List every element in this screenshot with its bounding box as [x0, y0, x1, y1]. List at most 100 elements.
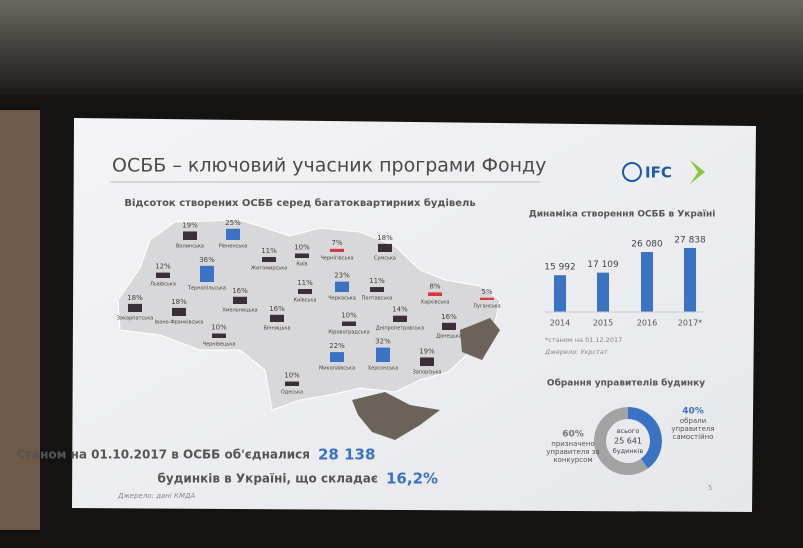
- bar-label: 17 109: [587, 260, 619, 270]
- region-name: Рівненська: [219, 244, 248, 250]
- region-name: Івано-Франківська: [155, 320, 204, 326]
- region-name: Чернівецька: [203, 342, 236, 348]
- region-value: 25%: [225, 219, 241, 227]
- region-name: Миколаївська: [319, 366, 355, 372]
- region-name: Житомирська: [251, 266, 288, 272]
- region-value: 36%: [199, 256, 215, 264]
- region-marker: [128, 304, 142, 312]
- region-value: 14%: [392, 306, 408, 314]
- region-name: Херсонська: [368, 366, 399, 372]
- region-marker: [212, 334, 226, 339]
- region-marker: [285, 382, 299, 387]
- map-title: Відсоток створених ОСББ серед багатоквар…: [124, 197, 475, 209]
- region-marker: [200, 266, 214, 282]
- region-name: Одеська: [281, 390, 303, 396]
- bar: [597, 273, 609, 312]
- region-value: 11%: [297, 279, 313, 287]
- region-marker: [393, 316, 407, 322]
- chart-title: Динаміка створення ОСББ в Україні: [529, 209, 716, 220]
- region-value: 11%: [261, 247, 277, 255]
- region-marker: [442, 323, 456, 330]
- donut-center: всього: [617, 427, 640, 435]
- region-name: Вінницька: [263, 326, 290, 332]
- region-name: Київська: [294, 298, 317, 304]
- region-marker: [376, 348, 390, 362]
- slice-category: обрали управителя самостійно: [661, 417, 725, 457]
- footnote: *станом на 01.12.2017: [545, 336, 622, 344]
- region-name: Волинська: [176, 244, 204, 250]
- x-tick-label: 2016: [637, 319, 657, 328]
- chart-title: Обрання управителів будинку: [547, 378, 705, 389]
- region-name: Кіровоградська: [328, 330, 369, 336]
- bar-label: 15 992: [544, 263, 576, 273]
- ceiling: [0, 0, 803, 95]
- region-name: Тернопільська: [187, 286, 226, 292]
- logo: IFC: [645, 164, 672, 182]
- statement-text: будинків в Україні, що складає: [158, 472, 378, 486]
- slice-category-text: обрали управителя самостійно: [661, 417, 725, 441]
- region-marker: [420, 357, 434, 366]
- region-name: Харківська: [421, 300, 450, 306]
- region-marker: [183, 231, 197, 240]
- slice-label: 40%: [682, 407, 704, 417]
- statement-number: 16,2%: [386, 470, 438, 488]
- region-value: 10%: [294, 244, 310, 252]
- region-value: 18%: [127, 294, 143, 302]
- region-marker: [262, 257, 276, 262]
- region-name: Сумська: [374, 256, 396, 262]
- donut-center: 25 641: [614, 437, 642, 446]
- page: { "slide": {"title": "ОСББ – ключовий уч…: [0, 0, 803, 548]
- x-tick-label: 2017*: [678, 319, 702, 328]
- slice-label: 60%: [562, 430, 584, 440]
- region-marker: [378, 244, 392, 252]
- region-value: 16%: [232, 287, 248, 295]
- region-name: Львівська: [150, 282, 176, 288]
- statement-text: Станом на 01.10.2017 в ОСББ об'єдналися: [16, 448, 310, 462]
- bar-label: 26 080: [631, 240, 663, 250]
- region-marker: [270, 315, 284, 322]
- region-name: Київ: [296, 262, 307, 268]
- slice-category-text: призначено управителя за конкурсом: [541, 440, 605, 464]
- region-value: 11%: [369, 277, 385, 285]
- region-marker: [342, 322, 356, 327]
- region-name: Чернігівська: [320, 256, 353, 262]
- x-tick-label: 2015: [593, 319, 613, 328]
- region-value: 7%: [331, 239, 342, 247]
- bar: [641, 252, 653, 312]
- region-marker: [295, 254, 309, 259]
- region-marker: [480, 298, 494, 300]
- region-value: 23%: [334, 272, 350, 280]
- region-name: Закарпатська: [117, 316, 154, 322]
- bar: [684, 248, 696, 312]
- region-name: Черкаська: [328, 296, 356, 302]
- region-name: Луганська: [473, 304, 500, 310]
- region-marker: [335, 282, 349, 292]
- region-name: Дніпропетровська: [376, 326, 424, 332]
- region-value: 10%: [284, 372, 300, 380]
- x-tick-label: 2014: [550, 319, 570, 328]
- region-value: 18%: [171, 298, 187, 306]
- bar: [554, 275, 566, 312]
- region-value: 32%: [375, 338, 391, 346]
- map-source: Джерело: дані КМДА: [117, 492, 196, 500]
- region-value: 19%: [419, 347, 435, 355]
- statement-number: 28 138: [318, 446, 375, 464]
- region-value: 10%: [341, 312, 357, 320]
- region-marker: [428, 292, 442, 296]
- region-marker: [226, 229, 240, 240]
- region-marker: [156, 273, 170, 278]
- region-value: 19%: [182, 221, 198, 229]
- region-value: 22%: [329, 342, 345, 350]
- region-value: 5%: [481, 288, 492, 296]
- region-marker: [330, 249, 344, 252]
- region-marker: [172, 308, 186, 316]
- wall: [0, 110, 40, 530]
- region-value: 18%: [377, 234, 393, 242]
- region-marker: [330, 352, 344, 362]
- region-marker: [298, 289, 312, 294]
- slide-title: ОСББ – ключовий учасник програми Фонду: [112, 155, 546, 177]
- region-value: 16%: [269, 305, 285, 313]
- donut-center: будинків: [613, 447, 644, 455]
- region-value: 16%: [441, 313, 457, 321]
- region-value: 10%: [211, 324, 227, 332]
